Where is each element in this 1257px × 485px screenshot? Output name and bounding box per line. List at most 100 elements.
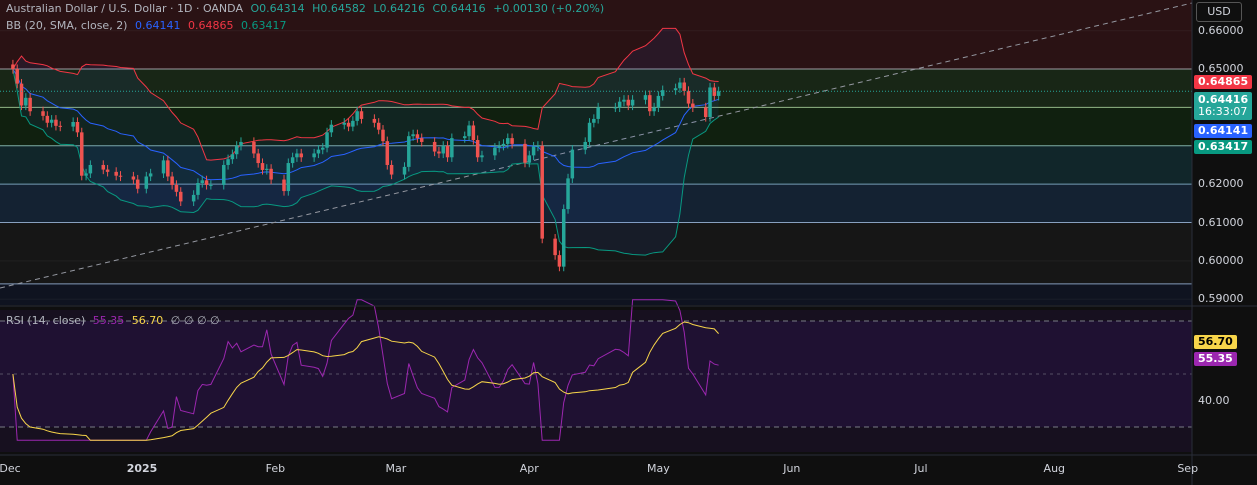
currency-button[interactable]: USD bbox=[1196, 2, 1242, 22]
zone-band bbox=[0, 283, 1192, 305]
candles bbox=[11, 59, 721, 272]
candle-body bbox=[630, 99, 635, 106]
rsi-tick-40: 40.00 bbox=[1198, 394, 1230, 407]
candle-body bbox=[222, 164, 226, 185]
candle-body bbox=[385, 141, 390, 165]
time-tick: May bbox=[647, 462, 670, 475]
bb-basis-badge: 0.64141 bbox=[1194, 124, 1253, 138]
rsi-extra-values: ∅ ∅ ∅ ∅ bbox=[170, 314, 220, 327]
time-tick: Feb bbox=[265, 462, 286, 475]
time-tick: Jul bbox=[914, 462, 928, 475]
bb-label: BB (20, SMA, close, 2) bbox=[6, 19, 128, 32]
change-value: +0.00130 (+0.20%) bbox=[493, 2, 605, 15]
candle-body bbox=[682, 82, 686, 91]
candle-body bbox=[118, 175, 123, 177]
candle-body bbox=[174, 184, 179, 192]
rsi-label: RSI (14, close) bbox=[6, 314, 86, 327]
candle-body bbox=[450, 138, 454, 158]
time-tick: Mar bbox=[385, 462, 407, 475]
candle-body bbox=[592, 118, 596, 123]
candle-body bbox=[312, 153, 316, 158]
last-price-value: 0.64416 bbox=[1198, 93, 1249, 106]
close-value: C0.64416 bbox=[432, 2, 486, 15]
candle-body bbox=[144, 176, 149, 189]
candle-body bbox=[501, 143, 506, 146]
price-tick: 0.65000 bbox=[1198, 62, 1244, 76]
bar-countdown: 16:33:07 bbox=[1198, 105, 1248, 118]
candle-body bbox=[673, 88, 678, 91]
candle-body bbox=[708, 87, 712, 118]
rsi-badge: 55.35 bbox=[1194, 352, 1237, 366]
candle-body bbox=[376, 122, 381, 130]
candle-body bbox=[135, 179, 140, 189]
candle-body bbox=[506, 138, 510, 144]
candle-body bbox=[320, 147, 325, 150]
candle-body bbox=[75, 122, 80, 133]
candle-body bbox=[295, 153, 299, 158]
bb-legend[interactable]: BB (20, SMA, close, 2) 0.64141 0.64865 0… bbox=[6, 19, 290, 32]
candle-body bbox=[419, 138, 424, 142]
candle-body bbox=[570, 149, 575, 179]
price-tick: 0.66000 bbox=[1198, 23, 1244, 37]
candle-body bbox=[226, 159, 230, 165]
candle-body bbox=[402, 166, 407, 175]
candle-body bbox=[49, 119, 54, 123]
candle-body bbox=[15, 69, 19, 84]
candle-body bbox=[166, 160, 170, 177]
candle-body bbox=[441, 145, 445, 154]
candle-body bbox=[325, 132, 329, 148]
candle-body bbox=[45, 115, 50, 123]
candle-body bbox=[209, 184, 213, 186]
candle-body bbox=[191, 194, 196, 202]
candle-body bbox=[84, 173, 88, 176]
candle-body bbox=[471, 125, 476, 141]
candle-body bbox=[252, 141, 256, 154]
candle-body bbox=[686, 90, 691, 104]
candle-body bbox=[557, 255, 562, 267]
candle-body bbox=[497, 145, 501, 148]
candle-body bbox=[372, 118, 377, 123]
candle-body bbox=[527, 155, 532, 163]
candle-body bbox=[703, 107, 708, 118]
candle-body bbox=[265, 168, 269, 170]
instrument-title: Australian Dollar / U.S. Dollar · 1D · O… bbox=[6, 2, 243, 15]
time-tick: Sep bbox=[1177, 462, 1199, 475]
candle-body bbox=[230, 154, 235, 160]
candle-body bbox=[432, 141, 437, 152]
candle-body bbox=[256, 153, 260, 164]
trendline[interactable] bbox=[0, 2, 1193, 289]
candle-body bbox=[178, 191, 183, 202]
candle-body bbox=[346, 122, 351, 127]
candle-body bbox=[381, 129, 385, 142]
candle-body bbox=[80, 132, 84, 176]
candle-body bbox=[411, 134, 415, 137]
candle-body bbox=[131, 176, 136, 180]
candle-body bbox=[41, 111, 45, 116]
candle-body bbox=[480, 155, 484, 158]
candle-body bbox=[626, 99, 631, 106]
bb-upper-value: 0.64865 bbox=[187, 19, 234, 32]
main-legend: Australian Dollar / U.S. Dollar · 1D · O… bbox=[6, 2, 608, 15]
candle-body bbox=[148, 173, 153, 177]
candle-body bbox=[583, 141, 587, 150]
candle-body bbox=[437, 151, 441, 154]
bb-basis-line bbox=[12, 68, 719, 181]
candle-body bbox=[105, 169, 110, 172]
candle-body bbox=[282, 179, 286, 192]
candle-body bbox=[71, 122, 75, 127]
candle-body bbox=[200, 180, 205, 183]
rsi-ma-line bbox=[12, 321, 719, 441]
candle-body bbox=[234, 145, 239, 155]
candle-body bbox=[445, 145, 450, 158]
candle-body bbox=[286, 163, 291, 192]
candle-body bbox=[355, 111, 359, 121]
rsi-ma-value: 56.70 bbox=[131, 314, 164, 327]
rsi-legend[interactable]: RSI (14, close) 55.35 56.70 ∅ ∅ ∅ ∅ bbox=[6, 314, 224, 327]
price-tick: 0.62000 bbox=[1198, 177, 1244, 191]
bb-lower-line bbox=[12, 69, 719, 256]
candle-body bbox=[24, 97, 28, 106]
candle-body bbox=[536, 145, 540, 147]
candle-body bbox=[561, 209, 566, 267]
candle-body bbox=[114, 171, 118, 176]
